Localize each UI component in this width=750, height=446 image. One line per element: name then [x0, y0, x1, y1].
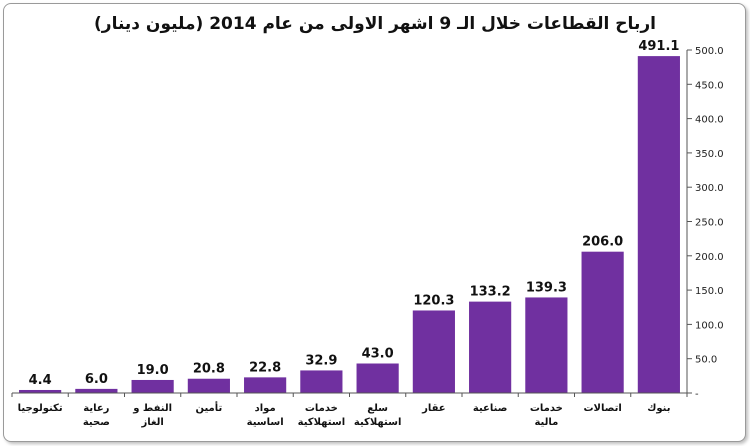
data-label-5: 32.9: [305, 353, 337, 368]
category-label-5-0: خدمات: [305, 403, 338, 414]
bar-0: [19, 389, 62, 393]
category-label-5-1: استهلاكية: [298, 417, 346, 428]
category-label-11-0: بنوك: [647, 403, 670, 414]
chart-title: ارباح القطاعات خلال الـ 9 اشهر الاولى من…: [94, 14, 656, 34]
bar-1: [75, 388, 118, 393]
category-label-7-0: عقار: [421, 403, 446, 414]
category-label-4-1: اساسية: [247, 417, 284, 428]
bar-4: [244, 377, 287, 393]
bar-7: [412, 310, 455, 393]
data-label-6: 43.0: [362, 347, 394, 362]
bar-11: [637, 56, 680, 393]
category-label-2-0: النفط و: [132, 403, 172, 414]
y-tick-label-1: 50.0: [695, 355, 717, 366]
bar-9: [525, 297, 568, 393]
category-label-10-0: اتصالات: [583, 403, 621, 414]
data-label-10: 206.0: [582, 235, 623, 250]
bar-3: [187, 378, 230, 393]
category-label-1-1: صحية: [83, 417, 110, 428]
data-label-2: 19.0: [137, 363, 169, 378]
category-label-6-0: سلع: [367, 403, 388, 414]
category-label-4-0: مواد: [255, 403, 276, 414]
bar-8: [469, 301, 512, 393]
x-axis: تكنولوجيا رعاية صحية النفط و الغاز تأمين مواد ا…: [11, 392, 688, 428]
bars-group: 4.4 6.0 19.0 20.8 22.8 32.9 43.0 120.3 133.2 139.…: [19, 39, 680, 393]
bar-5: [300, 370, 343, 393]
data-label-0: 4.4: [29, 373, 52, 388]
category-label-6-1: استهلاكية: [354, 417, 402, 428]
category-label-0-0: تكنولوجيا: [18, 403, 63, 414]
y-tick-label-2: 100.0: [695, 320, 724, 331]
data-label-8: 133.2: [470, 285, 511, 300]
y-tick-label-3: 150.0: [695, 286, 724, 297]
data-label-1: 6.0: [85, 372, 108, 387]
y-tick-label-8: 400.0: [695, 115, 724, 126]
data-label-7: 120.3: [413, 293, 454, 308]
y-tick-label-4: 200.0: [695, 252, 724, 263]
bar-10: [581, 251, 624, 393]
category-label-3-0: تأمين: [195, 401, 222, 414]
y-tick-label-7: 350.0: [695, 149, 724, 160]
data-label-3: 20.8: [193, 362, 225, 377]
category-label-2-1: الغاز: [140, 417, 163, 428]
y-tick-label-6: 300.0: [695, 183, 724, 194]
data-label-11: 491.1: [638, 39, 679, 54]
y-axis: - 50.0 100.0 150.0 200.0 250.0 300.0 350.0 400.0…: [686, 46, 724, 400]
category-label-9-1: مالية: [534, 417, 558, 428]
category-label-9-0: خدمات: [530, 403, 563, 414]
y-tick-label-9: 450.0: [695, 80, 724, 91]
category-label-8-0: صناعية: [473, 403, 507, 414]
bar-2: [131, 379, 174, 393]
y-tick-label-10: 500.0: [695, 46, 724, 57]
y-tick-label-5: 250.0: [695, 218, 724, 229]
data-label-4: 22.8: [249, 360, 281, 375]
data-label-9: 139.3: [526, 280, 567, 295]
bar-6: [356, 363, 399, 393]
y-tick-label-0: -: [695, 389, 699, 400]
category-label-1-0: رعاية: [83, 403, 109, 414]
